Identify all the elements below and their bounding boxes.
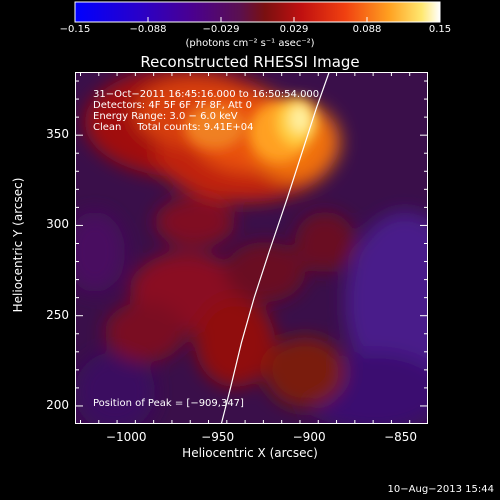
plot-title: Reconstructed RHESSI Image xyxy=(140,53,360,71)
peak-position-label: Position of Peak = [−909,347] xyxy=(93,398,244,409)
colorbar-tick-label: 0.088 xyxy=(352,24,382,35)
heatmap-blob xyxy=(155,197,235,247)
heatmap-blob xyxy=(195,297,275,387)
y-axis-ticks xyxy=(75,80,428,424)
x-tick-label: −900 xyxy=(292,430,326,444)
x-tick-label: −1000 xyxy=(105,430,147,444)
y-tick-label: 250 xyxy=(46,307,69,322)
heatmap-plot xyxy=(75,72,428,424)
x-tick-labels: −1000 −950 −900 −850 xyxy=(0,430,500,446)
y-tick-labels: 200 250 300 350 xyxy=(0,0,75,500)
x-axis-label: Heliocentric X (arcsec) xyxy=(182,446,318,460)
colorbar-tick-label: 0.15 xyxy=(428,24,452,35)
colorbar-tick-label: −0.029 xyxy=(202,24,240,35)
observation-info: 31−Oct−2011 16:45:16.000 to 16:50:54.000… xyxy=(93,89,319,133)
info-energy-range: Energy Range: 3.0 − 6.0 keV xyxy=(93,111,238,122)
colorbar-units: (photons cm⁻² s⁻¹ asec⁻²) xyxy=(185,38,315,49)
y-tick-label: 350 xyxy=(46,127,69,142)
heatmap-blob xyxy=(295,212,355,272)
colorbar-tick-labels: −0.15 −0.088 −0.029 0.029 0.088 0.15 xyxy=(0,24,500,38)
heatmap-peak-core xyxy=(290,105,310,133)
y-tick-label: 300 xyxy=(46,217,69,232)
colorbar-tick-label: −0.088 xyxy=(129,24,167,35)
heatmap-blob xyxy=(225,242,305,302)
info-detectors: Detectors: 4F 5F 6F 7F 8F, Att 0 xyxy=(93,100,253,111)
heatmap-blob xyxy=(75,352,155,424)
colorbar-tick-label: 0.029 xyxy=(279,24,309,35)
x-axis-ticks xyxy=(79,72,428,424)
x-tick-label: −850 xyxy=(384,430,418,444)
heatmap-blob xyxy=(345,212,428,392)
solar-limb-line xyxy=(220,72,330,424)
y-axis-label: Heliocentric Y (arcsec) xyxy=(11,177,25,313)
x-tick-label: −950 xyxy=(201,430,235,444)
info-clean-counts: Clean Total counts: 9.41E+04 xyxy=(93,122,254,133)
heatmap-blob xyxy=(185,105,245,149)
info-time-range: 31−Oct−2011 16:45:16.000 to 16:50:54.000 xyxy=(93,89,320,100)
colorbar-gradient xyxy=(74,1,441,23)
heatmap-blob xyxy=(105,302,185,362)
colorbar-tick-label: −0.15 xyxy=(59,24,91,35)
y-tick-label: 200 xyxy=(46,397,69,412)
colorbar-ticks xyxy=(74,17,441,22)
colorbar xyxy=(74,1,441,23)
footer-timestamp: 10−Aug−2013 15:44 xyxy=(387,484,494,495)
heatmap-blob xyxy=(75,212,125,292)
plot-frame xyxy=(75,72,428,424)
heatmap-blob xyxy=(265,337,345,407)
